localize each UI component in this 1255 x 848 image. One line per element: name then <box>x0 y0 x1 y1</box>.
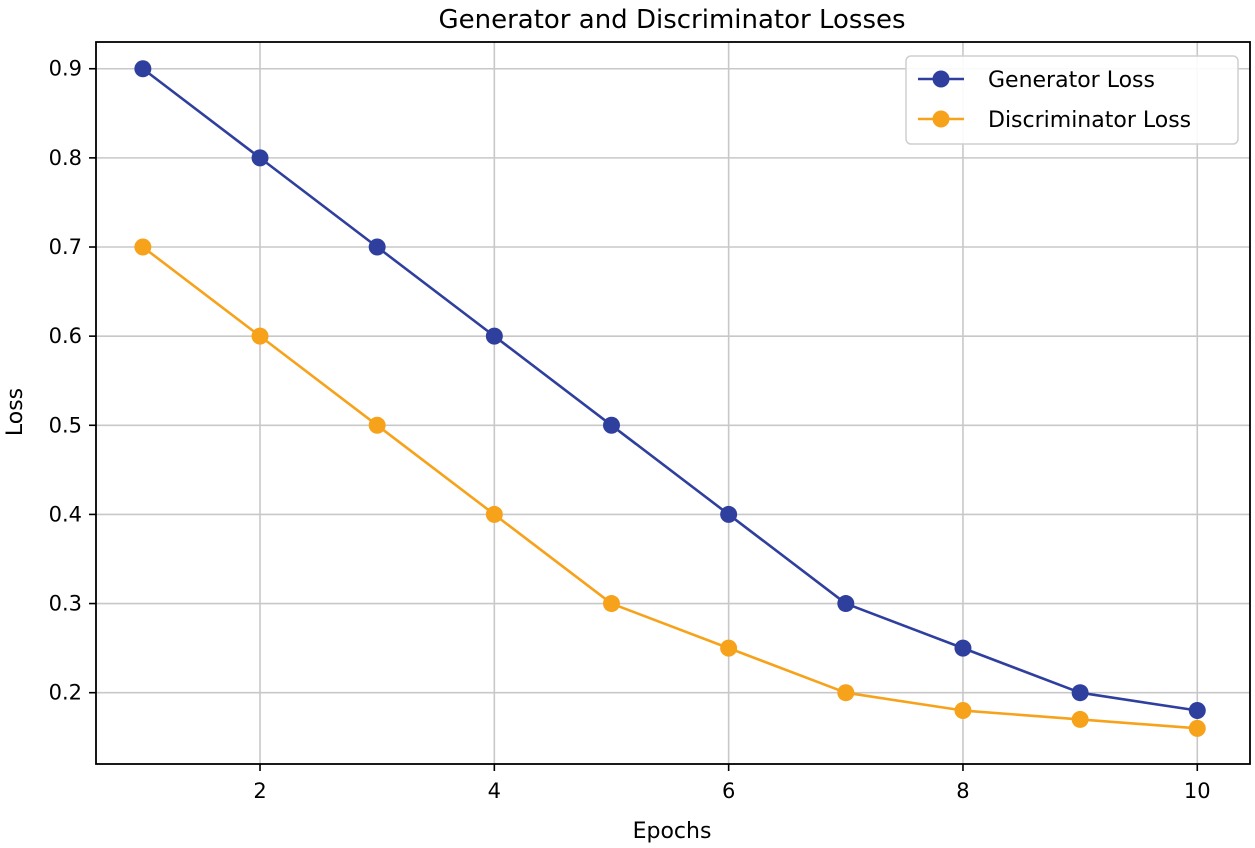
y-tick-label: 0.3 <box>49 592 82 616</box>
data-point <box>1188 719 1206 737</box>
legend-marker <box>932 70 950 88</box>
data-point <box>251 327 269 345</box>
x-tick-label: 6 <box>722 779 735 803</box>
plot-frame <box>95 41 1251 765</box>
legend-label: Discriminator Loss <box>988 108 1191 133</box>
x-tick-label: 8 <box>956 779 969 803</box>
grid <box>96 42 1250 764</box>
y-tick-label: 0.6 <box>49 324 82 348</box>
x-tick-label: 4 <box>488 779 501 803</box>
series-generator-loss <box>134 60 1206 720</box>
data-point <box>485 505 503 523</box>
y-tick-label: 0.7 <box>49 235 82 259</box>
y-tick-label: 0.2 <box>49 681 82 705</box>
legend-label: Generator Loss <box>988 68 1155 93</box>
data-point <box>1071 710 1089 728</box>
data-point <box>602 595 620 613</box>
x-tick-label: 2 <box>253 779 266 803</box>
data-point <box>1188 702 1206 720</box>
y-tick-label: 0.8 <box>49 146 82 170</box>
x-axis-label: Epochs <box>633 819 712 844</box>
data-point <box>837 595 855 613</box>
series-line <box>142 245 1198 730</box>
data-point <box>134 238 152 256</box>
legend: Generator Loss Discriminator Loss <box>905 55 1239 145</box>
legend-marker <box>932 110 950 128</box>
chart-title: Generator and Discriminator Losses <box>438 5 905 35</box>
data-point <box>368 238 386 256</box>
x-axis-ticks: 2 4 6 8 10 <box>253 764 1211 803</box>
data-point <box>720 639 738 657</box>
data-point <box>720 505 738 523</box>
y-tick-label: 0.4 <box>49 502 82 526</box>
y-tick-label: 0.9 <box>49 57 82 81</box>
data-point <box>954 639 972 657</box>
x-tick-label: 10 <box>1184 779 1211 803</box>
series-discriminator-loss <box>134 238 1206 737</box>
data-point <box>1071 684 1089 702</box>
data-point <box>134 60 152 78</box>
y-tick-label: 0.5 <box>49 413 82 437</box>
data-point <box>954 702 972 720</box>
legend-box <box>905 55 1239 145</box>
y-axis-ticks: 0.2 0.3 0.4 0.5 0.6 0.7 0.8 0.9 <box>49 57 96 705</box>
data-point <box>837 684 855 702</box>
data-point <box>251 149 269 167</box>
series-line <box>142 67 1198 712</box>
legend-item: Generator Loss <box>918 68 1155 93</box>
legend-item: Discriminator Loss <box>918 108 1191 133</box>
data-point <box>485 327 503 345</box>
data-point <box>602 416 620 434</box>
series-layer <box>134 60 1206 737</box>
data-point <box>368 416 386 434</box>
y-axis-label: Loss <box>3 388 28 436</box>
